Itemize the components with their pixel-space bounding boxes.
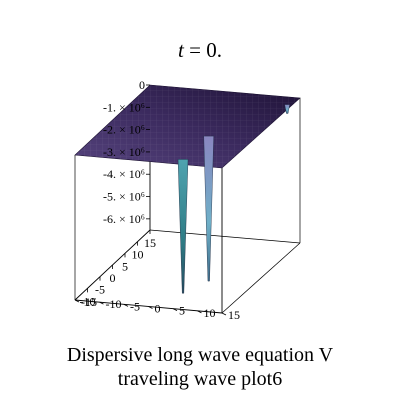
z-axis: 0 -1. × 10⁶ -2. × 10⁶ -3. × 10⁶ -4. × 10⁶ -5.… — [103, 78, 150, 226]
box-edge — [149, 229, 301, 244]
x-tick-label: -5 — [95, 283, 105, 297]
y-tick — [123, 303, 129, 307]
y-tick-label: 10 — [204, 306, 216, 320]
x-tick-label: 0 — [110, 271, 116, 285]
surface-mesh — [75, 85, 300, 168]
spike — [203, 135, 214, 282]
surface — [74, 84, 301, 169]
y-tick — [148, 306, 153, 309]
x-tick-label: 10 — [132, 248, 144, 262]
y-tick — [74, 299, 80, 303]
y-tick-label: -10 — [106, 297, 122, 311]
y-tick — [99, 301, 104, 305]
spikes — [177, 104, 290, 294]
spike — [284, 104, 290, 114]
x-tick-label: 5 — [122, 259, 128, 273]
z-tick-label: -3. × 10⁶ — [103, 145, 145, 159]
y-tick-label: 0 — [155, 302, 161, 316]
y-axis: -15 -10 -5 0 5 10 15 — [74, 295, 240, 322]
y-tick-label: 5 — [179, 304, 185, 318]
x-tick-label: -10 — [80, 294, 96, 308]
z-tick-label: -5. × 10⁶ — [103, 190, 145, 204]
y-tick — [197, 310, 202, 314]
z-tick-label: -2. × 10⁶ — [103, 123, 145, 137]
y-tick-label: -15 — [81, 295, 97, 309]
spike — [177, 159, 189, 294]
z-tick-label: -6. × 10⁶ — [103, 212, 145, 226]
y-tick — [172, 308, 178, 312]
box-edge — [221, 242, 301, 314]
z-tick-label: 0 — [139, 78, 145, 92]
y-tick-label: -5 — [130, 299, 140, 313]
caption-line-2: traveling wave plot6 — [117, 368, 283, 390]
x-tick-label: 15 — [144, 236, 156, 250]
z-tick-label: -4. × 10⁶ — [103, 167, 145, 181]
caption-line-1: Dispersive long wave equation V — [66, 344, 334, 366]
y-tick — [221, 312, 227, 316]
z-tick-label: -1. × 10⁶ — [103, 100, 145, 114]
y-tick-label: 15 — [228, 308, 240, 322]
plot-title: t = 0. — [178, 38, 222, 62]
